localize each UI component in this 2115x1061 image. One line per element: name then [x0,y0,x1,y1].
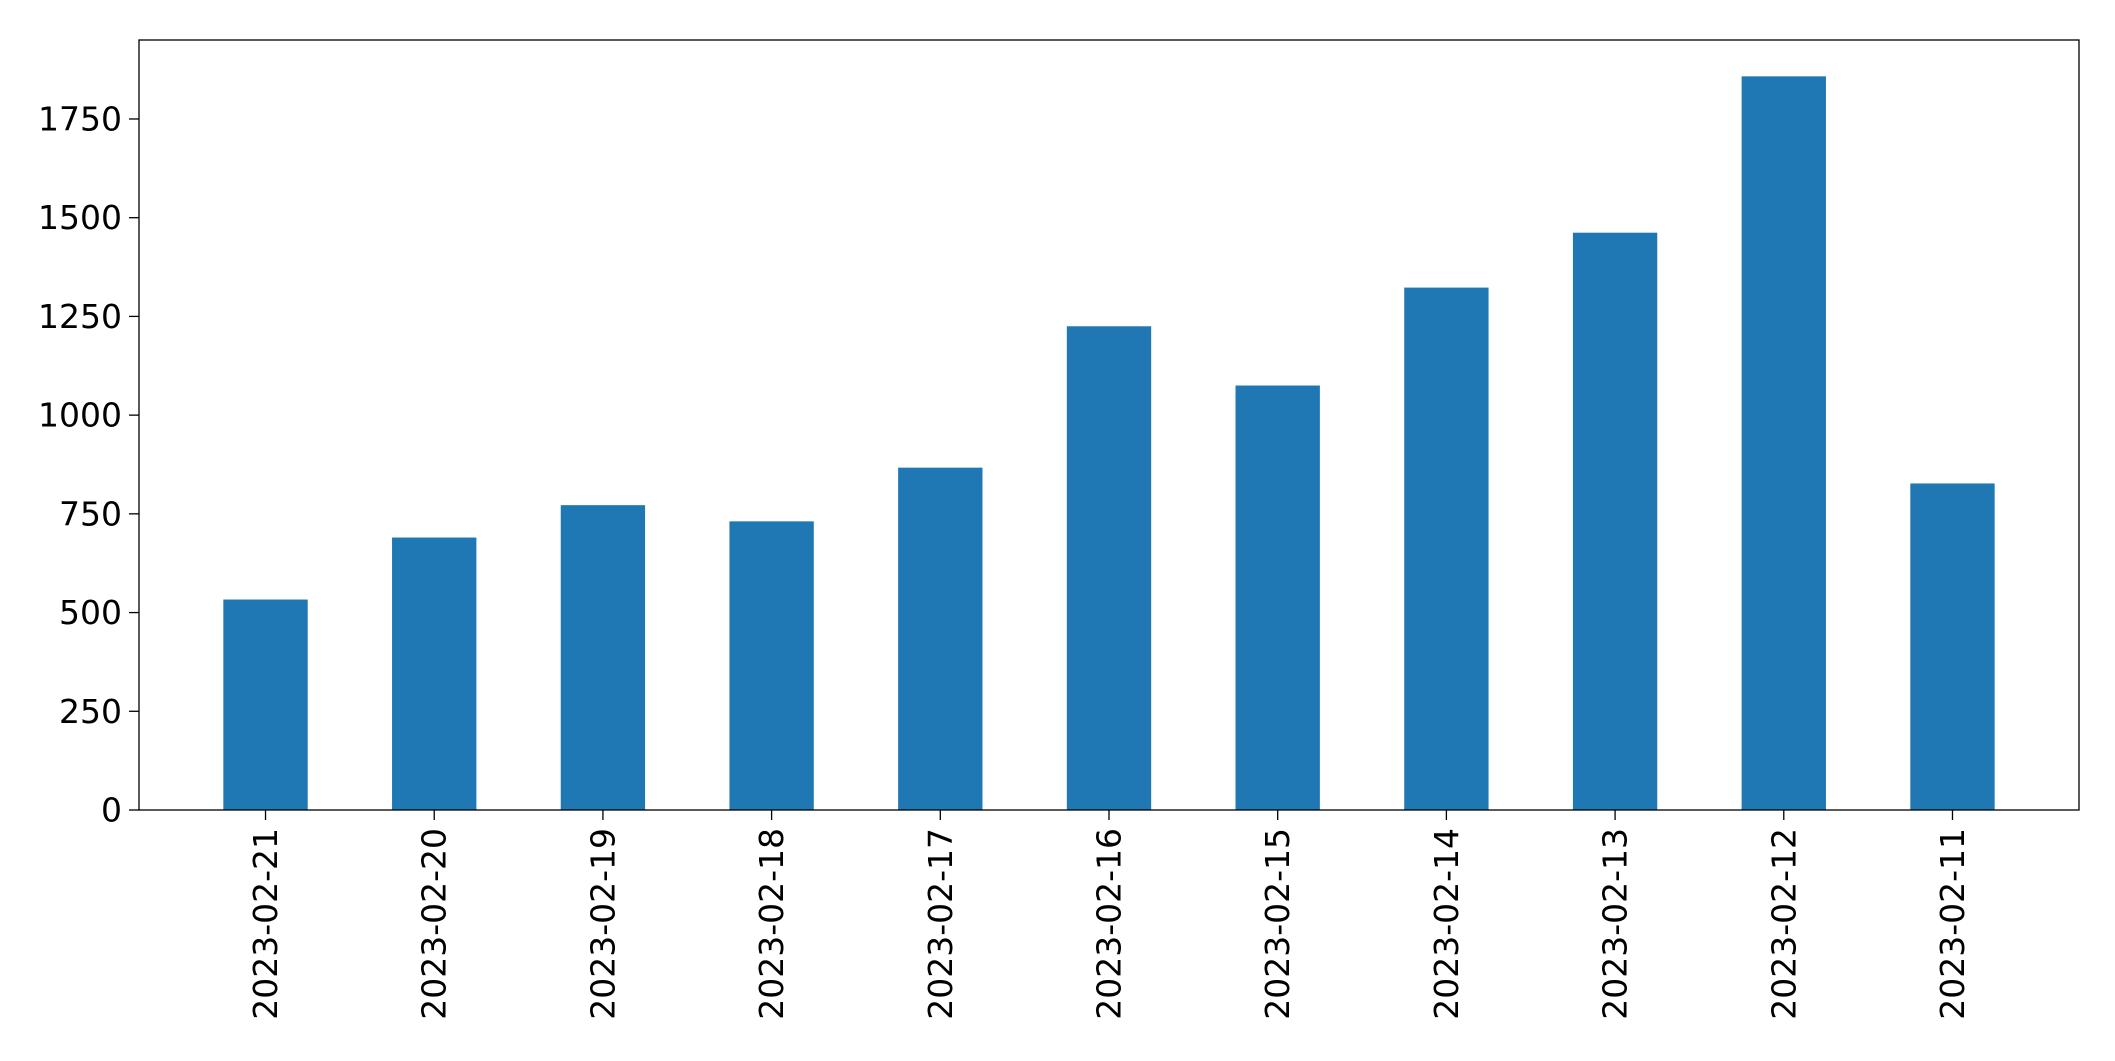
y-tick-label: 500 [59,593,122,632]
y-tick-label: 750 [59,494,122,533]
x-tick-label: 2023-02-13 [1596,828,1635,1020]
x-tick-label: 2023-02-19 [583,828,622,1020]
y-tick-label: 1500 [38,198,122,237]
x-tick-label: 2023-02-20 [415,828,454,1020]
x-tick-label: 2023-02-21 [246,828,285,1020]
x-tick-label: 2023-02-17 [921,828,960,1020]
x-tick-label: 2023-02-16 [1090,828,1129,1020]
y-tick-label: 250 [59,692,122,731]
y-tick-label: 1750 [38,99,122,138]
x-tick-label: 2023-02-12 [1764,828,1803,1020]
x-tick-label: 2023-02-14 [1427,828,1466,1020]
bar-2023-02-16 [1066,326,1152,810]
bar-2023-02-21 [223,599,308,810]
y-tick-label: 1000 [38,396,122,435]
y-tick-label: 1250 [38,297,122,336]
bar-2023-02-14 [1404,287,1489,811]
bar-2023-02-17 [898,467,983,810]
x-tick-label: 2023-02-15 [1258,828,1297,1020]
x-axis: 2023-02-21 2023-02-20 2023-02-19 2023-02-18… [246,810,1972,1020]
x-tick-label: 2023-02-18 [752,828,791,1020]
x-tick-label: 2023-02-11 [1933,828,1972,1020]
bar-2023-02-20 [392,537,477,810]
bars-group [223,76,1995,811]
y-axis: 0 250 500 750 1000 1250 1500 1750 [38,99,139,830]
bar-2023-02-19 [560,505,646,810]
bar-2023-02-15 [1235,385,1320,810]
bar-2023-02-13 [1572,232,1658,810]
bar-2023-02-18 [729,521,814,810]
bar-2023-02-12 [1741,76,1826,811]
y-tick-label: 0 [101,791,122,830]
bar-2023-02-11 [1910,483,1995,810]
